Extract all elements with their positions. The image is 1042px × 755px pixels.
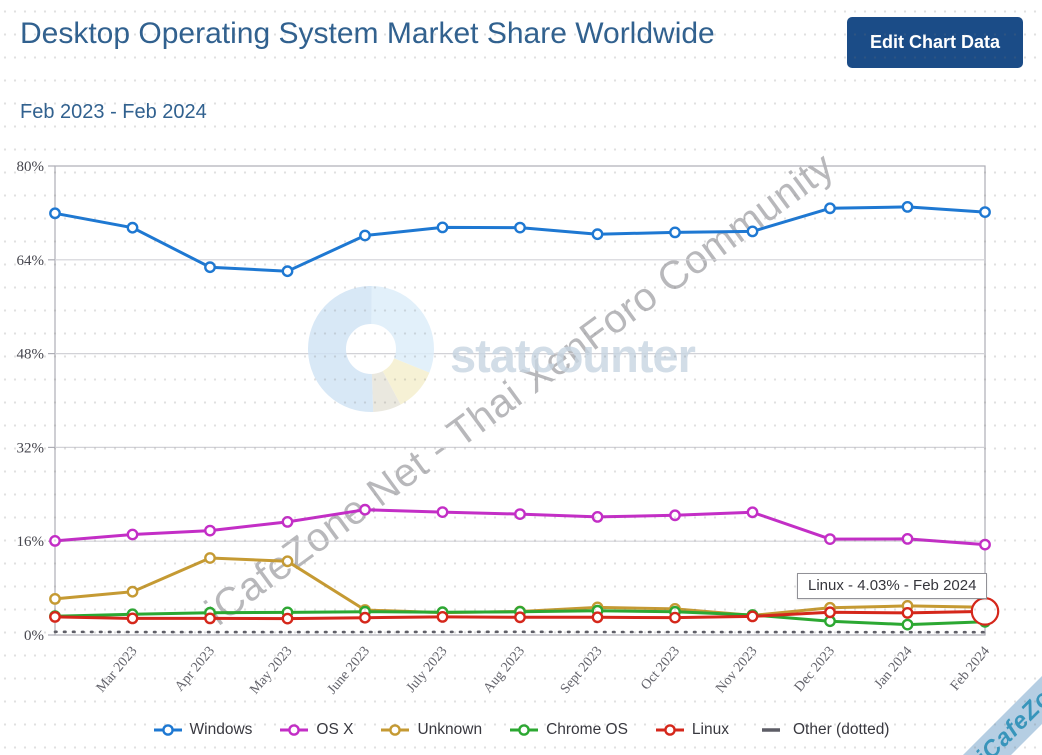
- data-point-os-x[interactable]: [824, 533, 836, 545]
- data-point-os-x[interactable]: [359, 503, 371, 516]
- y-axis-label: 32%: [17, 440, 45, 456]
- data-point-windows[interactable]: [591, 228, 604, 241]
- edit-chart-data-button[interactable]: Edit Chart Data: [846, 17, 1023, 68]
- legend-item-unknown[interactable]: Unknown: [380, 721, 482, 739]
- x-axis-label: July 2023: [404, 644, 451, 696]
- data-point-linux[interactable]: [591, 611, 604, 624]
- data-point-linux[interactable]: [436, 611, 449, 623]
- data-point-windows[interactable]: [204, 261, 216, 274]
- data-point-windows[interactable]: [901, 200, 914, 213]
- data-point-os-x[interactable]: [979, 538, 991, 551]
- data-point-windows[interactable]: [824, 202, 836, 215]
- data-point-os-x[interactable]: [281, 516, 294, 528]
- x-axis-label: Oct 2023: [638, 644, 683, 693]
- data-point-os-x[interactable]: [746, 506, 759, 519]
- chart-grid: [54, 165, 986, 636]
- legend-label-unknown: Unknown: [417, 721, 483, 738]
- data-point-linux[interactable]: [901, 607, 914, 619]
- y-axis-label: 0%: [24, 628, 44, 644]
- data-point-linux[interactable]: [669, 611, 681, 624]
- data-point-os-x[interactable]: [49, 535, 61, 547]
- legend-label-chrome-os: Chrome OS: [546, 721, 628, 738]
- legend-label-other-dotted: Other (dotted): [792, 721, 890, 738]
- data-point-chrome-os[interactable]: [901, 618, 914, 631]
- data-point-linux[interactable]: [281, 612, 294, 625]
- logo-segment-yellow: [308, 286, 434, 412]
- data-point-windows[interactable]: [126, 221, 139, 234]
- chart-series: [49, 200, 991, 634]
- y-axis-label: 64%: [17, 253, 45, 269]
- y-axis-label: 80%: [17, 159, 45, 175]
- legend-label-os-x: OS X: [316, 721, 354, 738]
- data-point-linux[interactable]: [126, 612, 139, 625]
- data-point-windows[interactable]: [979, 206, 991, 219]
- page-title: Desktop Operating System Market Share Wo…: [20, 17, 715, 50]
- x-axis-label: Aug 2023: [481, 644, 528, 696]
- data-point-os-x[interactable]: [204, 524, 216, 537]
- logo-segment-gray: [308, 286, 434, 412]
- legend-item-linux[interactable]: Linux: [655, 721, 729, 739]
- data-point-linux[interactable]: [746, 610, 759, 623]
- x-axis-label: Dec 2023: [792, 644, 838, 695]
- legend-item-os-x[interactable]: OS X: [279, 721, 353, 739]
- x-axis-label: Sept 2023: [558, 644, 606, 697]
- legend-item-other-dotted[interactable]: Other (dotted): [756, 721, 890, 739]
- legend-marker-linux: [655, 724, 684, 736]
- x-axis-label: Nov 2023: [713, 644, 760, 696]
- legend-marker-os-x: [280, 724, 309, 736]
- y-axis-label: 16%: [17, 534, 45, 550]
- chart-subtitle: Feb 2023 - Feb 2024: [20, 101, 207, 123]
- plot-border: [54, 165, 986, 636]
- legend-marker-chrome-os: [510, 724, 539, 736]
- x-axis-label: Mar 2023: [94, 644, 141, 696]
- legend-marker-windows: [153, 724, 182, 736]
- y-axis-label: 48%: [17, 347, 45, 363]
- data-point-os-x[interactable]: [591, 511, 604, 523]
- tooltip: Linux - 4.03% - Feb 2024: [797, 573, 988, 599]
- x-axis-label: Feb 2024: [948, 644, 993, 694]
- x-axis-label: Jan 2024: [872, 644, 916, 692]
- data-point-unknown[interactable]: [281, 555, 294, 568]
- legend-marker-other-dotted: [761, 728, 780, 732]
- data-point-os-x[interactable]: [901, 533, 914, 545]
- series-line-windows: [53, 205, 987, 273]
- x-axis-label: June 2023: [325, 644, 373, 697]
- x-axis-label: Apr 2023: [172, 644, 218, 694]
- data-point-linux[interactable]: [49, 611, 61, 623]
- watermark-statcounter-logo: statcounter: [308, 286, 697, 412]
- data-point-linux[interactable]: [359, 611, 371, 624]
- chart-highlight: [970, 597, 1000, 626]
- data-point-unknown[interactable]: [126, 585, 139, 598]
- x-axis-label: May 2023: [247, 644, 295, 697]
- legend: Windows OS X Unknown Chrome OS Linux Other (d…: [0, 721, 1042, 739]
- data-point-unknown[interactable]: [204, 552, 216, 564]
- data-point-windows[interactable]: [669, 226, 681, 239]
- data-point-linux[interactable]: [204, 612, 216, 625]
- legend-marker-unknown: [381, 724, 410, 736]
- legend-item-chrome-os[interactable]: Chrome OS: [509, 721, 628, 739]
- data-point-linux[interactable]: [824, 606, 836, 619]
- data-point-windows[interactable]: [281, 265, 294, 278]
- data-point-windows[interactable]: [436, 221, 449, 234]
- data-point-windows[interactable]: [49, 207, 61, 220]
- data-point-os-x[interactable]: [514, 508, 526, 520]
- data-point-os-x[interactable]: [126, 528, 139, 541]
- logo-segment-blue: [308, 286, 435, 412]
- watermark-statcounter-text: statcounter: [450, 329, 696, 382]
- chart-area: statcounter 0% 16% 32% 48% 64% 80% Mar 2023 Apr…: [17, 159, 1000, 697]
- data-point-windows[interactable]: [746, 225, 759, 238]
- legend-item-windows[interactable]: Windows: [153, 721, 253, 739]
- data-point-windows[interactable]: [359, 229, 371, 242]
- data-point-os-x[interactable]: [669, 509, 681, 522]
- data-point-windows[interactable]: [514, 221, 526, 234]
- legend-label-linux: Linux: [691, 721, 729, 738]
- data-point-os-x[interactable]: [436, 506, 449, 518]
- highlighted-point-linux[interactable]: [970, 597, 1000, 626]
- data-point-unknown[interactable]: [49, 593, 61, 605]
- legend-label-windows: Windows: [189, 721, 253, 738]
- data-point-linux[interactable]: [514, 611, 526, 624]
